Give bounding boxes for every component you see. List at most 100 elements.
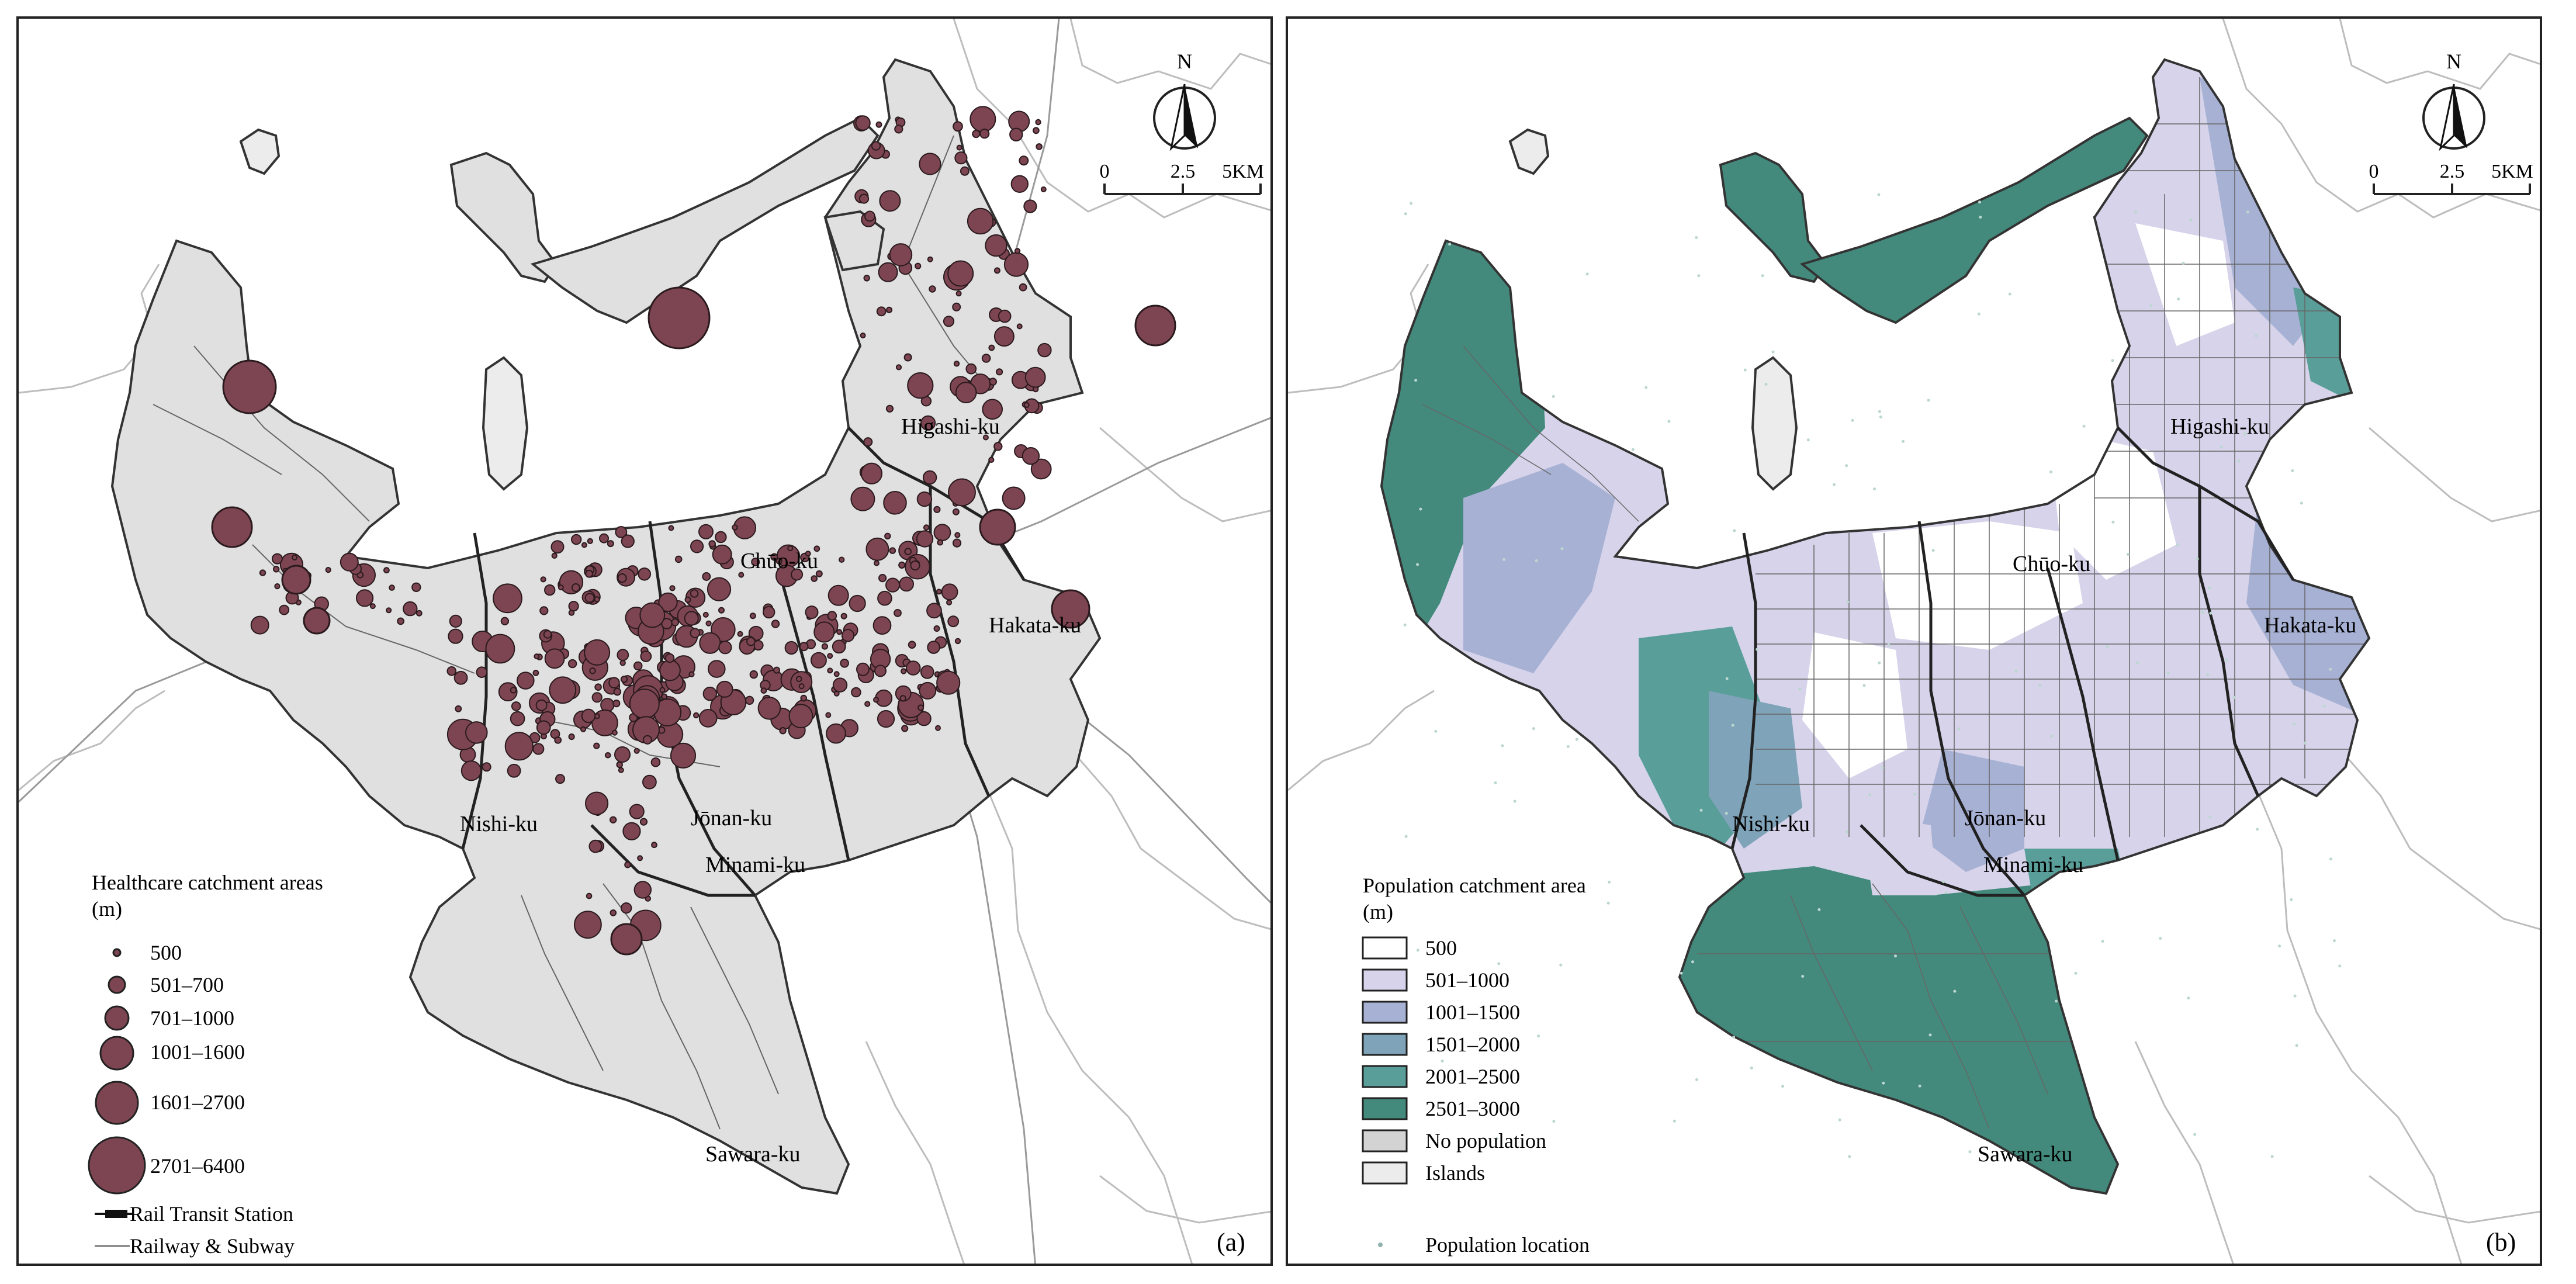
healthcare-catchment-circle — [671, 618, 679, 627]
population-point — [2208, 586, 2211, 590]
healthcare-catchment-circle — [568, 733, 575, 740]
healthcare-catchment-circle — [738, 572, 745, 578]
population-point — [2082, 424, 2086, 428]
legend-swatch — [1362, 1161, 1408, 1185]
population-point — [2126, 553, 2130, 556]
healthcare-catchment-circle — [455, 705, 462, 712]
healthcare-catchment-circle — [799, 642, 809, 652]
population-point — [1845, 464, 1848, 468]
healthcare-catchment-circle — [517, 672, 535, 690]
healthcare-catchment-circle — [532, 743, 545, 755]
population-point — [1416, 949, 1419, 952]
population-point — [2149, 304, 2153, 307]
healthcare-catchment-circle — [875, 121, 882, 128]
healthcare-catchment-circle — [567, 659, 577, 669]
healthcare-catchment-circle — [532, 670, 539, 676]
population-point — [1957, 727, 1961, 731]
ward-label-sawara-b: Sawara-ku — [1978, 1142, 2072, 1167]
population-point — [2014, 669, 2018, 673]
healthcare-catchment-circle — [929, 285, 936, 293]
healthcare-catchment-circle — [960, 166, 970, 176]
healthcare-catchment-circle — [1009, 127, 1023, 142]
healthcare-catchment-circle — [292, 554, 298, 560]
population-point — [1535, 559, 1538, 562]
zone-hakata-1501 — [2328, 521, 2369, 603]
healthcare-catchment-circle — [746, 636, 756, 646]
healthcare-catchment-circle — [539, 606, 549, 615]
healthcare-catchment-circle — [988, 456, 995, 463]
healthcare-catchment-circle — [708, 540, 716, 548]
population-point — [1928, 1033, 1932, 1037]
healthcare-catchment-circle — [604, 752, 611, 759]
healthcare-catchment-circle — [1003, 252, 1029, 277]
ward-labels: Higashi-ku Chūo-ku Hakata-ku Nishi-ku Jō… — [460, 414, 1081, 1167]
zone-jonan-1001 — [1919, 749, 2024, 872]
healthcare-catchment-circle — [485, 634, 515, 664]
population-point — [1695, 236, 1698, 239]
healthcare-catchment-circle — [885, 577, 901, 593]
population-point — [2201, 611, 2204, 614]
legend-label-2701-6400: 2701–6400 — [150, 1154, 245, 1178]
healthcare-catchment-circle — [905, 660, 921, 676]
healthcare-catchment-circle — [476, 666, 488, 678]
healthcare-catchment-circle — [993, 442, 1003, 451]
legend-swatch-label: 2501–3000 — [1425, 1097, 1520, 1120]
healthcare-catchment-circle — [953, 361, 960, 367]
population-point — [2329, 667, 2332, 671]
legend-swatch — [1362, 936, 1408, 960]
population-point — [1868, 793, 1871, 797]
healthcare-catchment-circle — [841, 629, 855, 642]
healthcare-catchment-circle — [536, 720, 551, 735]
population-point — [1725, 812, 1728, 815]
healthcare-catchment-circle — [712, 544, 732, 565]
healthcare-catchment-circle — [544, 584, 556, 596]
healthcare-catchment-circle — [599, 533, 609, 544]
healthcare-catchment-circle — [279, 604, 290, 615]
healthcare-catchment-circle — [1002, 486, 1026, 510]
healthcare-catchment-circle — [916, 711, 932, 726]
ward-labels-b: Higashi-ku Chūo-ku Hakata-ku Nishi-ku Jō… — [1732, 414, 2356, 1167]
healthcare-catchment-circle — [383, 567, 390, 574]
zone-nishi-1501 — [1709, 691, 1802, 849]
healthcare-catchment-circle — [585, 569, 593, 578]
healthcare-catchment-circle — [898, 561, 906, 569]
healthcare-catchment-circle — [684, 611, 699, 626]
healthcare-catchment-circle — [504, 732, 534, 761]
healthcare-catchment-circle-large — [222, 359, 277, 414]
healthcare-catchment-circle — [1030, 458, 1052, 480]
healthcare-catchment-circle — [543, 630, 552, 639]
north-arrow-letter-b: N — [2446, 50, 2461, 73]
healthcare-catchment-circle — [833, 671, 840, 677]
healthcare-catchment-circle — [670, 742, 697, 769]
population-point — [2206, 673, 2210, 677]
healthcare-catchment-circle-large — [610, 923, 643, 956]
healthcare-catchment-circle — [639, 818, 648, 826]
healthcare-catchment-circle — [403, 601, 418, 617]
healthcare-catchment-circle — [618, 767, 624, 773]
healthcare-catchment-circle — [510, 687, 517, 694]
legend-title: Healthcare catchment areas — [92, 871, 323, 894]
population-point — [1931, 549, 1935, 552]
healthcare-catchment-circle — [874, 560, 880, 566]
map-panel-healthcare: Higashi-ku Chūo-ku Hakata-ku Nishi-ku Jō… — [16, 16, 1273, 1266]
healthcare-catchment-circle — [952, 538, 962, 548]
healthcare-catchment-circle — [637, 855, 643, 861]
panel-letter-b: (b) — [2486, 1228, 2516, 1257]
population-point — [1560, 547, 1564, 551]
healthcare-catchment-circle — [998, 309, 1012, 323]
panel-letter-a: (a) — [1217, 1228, 1245, 1257]
healthcare-catchment-circle — [1033, 127, 1040, 134]
population-point — [1497, 962, 1501, 965]
population-point — [2338, 964, 2342, 968]
healthcare-catchment-circle — [549, 676, 577, 704]
legend-symbol-501-700 — [108, 975, 126, 994]
healthcare-catchment-circle — [850, 486, 875, 511]
healthcare-catchment-circle — [851, 687, 861, 698]
healthcare-catchment-circle — [985, 234, 1007, 257]
population-point — [1513, 800, 1516, 803]
healthcare-catchment-circle — [988, 344, 995, 351]
population-point — [2225, 658, 2228, 662]
healthcare-catchment-circle — [651, 842, 657, 849]
healthcare-catchment-circle — [795, 676, 802, 683]
healthcare-catchment-circle — [585, 791, 609, 815]
